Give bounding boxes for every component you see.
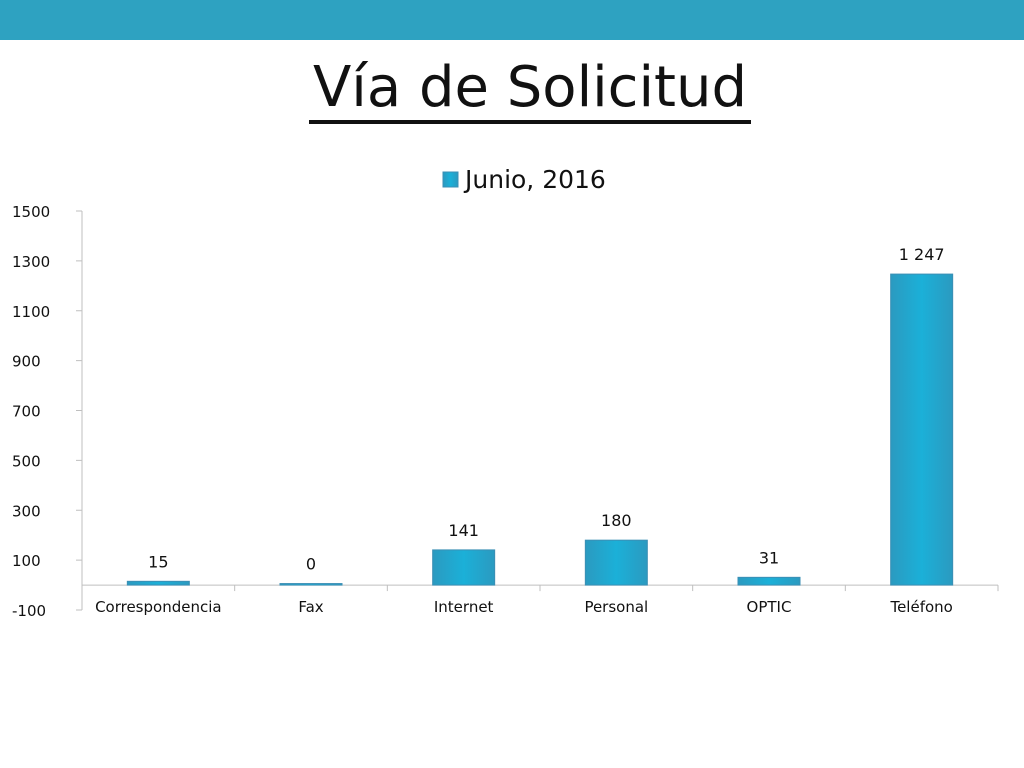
y-tick-label: 500 — [12, 452, 41, 470]
bar-chart: Junio, 2016 -100 100 300 500 700 900 1100 1300 1… — [12, 165, 999, 620]
data-label: 180 — [601, 511, 632, 530]
bar — [890, 273, 954, 586]
bars-group: 15 0 141 180 31 1 247 — [126, 245, 954, 586]
x-axis: Correspondencia Fax Internet Personal OPTIC T… — [81, 584, 999, 616]
y-tick-label: 100 — [12, 552, 41, 570]
chart-legend: Junio, 2016 — [442, 165, 606, 194]
y-tick-label: 1500 — [12, 203, 50, 221]
data-label: 141 — [448, 521, 479, 540]
x-tick-label: Fax — [298, 598, 323, 616]
bar — [432, 549, 496, 586]
legend-label: Junio, 2016 — [463, 165, 606, 194]
x-tick-label: Internet — [434, 598, 494, 616]
slide-title-text: Vía de Solicitud — [308, 55, 752, 124]
y-tick-label: 700 — [12, 403, 41, 421]
x-tick-label: OPTIC — [747, 598, 792, 616]
bar — [737, 576, 801, 586]
y-tick-label: 300 — [12, 502, 41, 520]
slide-title: Vía de Solicitud — [0, 52, 1024, 124]
data-label: 0 — [306, 555, 316, 574]
y-tick-label: 1100 — [12, 303, 50, 321]
data-label: 31 — [759, 548, 779, 567]
bar — [279, 583, 343, 586]
bar — [126, 580, 190, 586]
y-axis: -100 100 300 500 700 900 1100 1300 1500 — [12, 203, 83, 620]
x-tick-label: Personal — [584, 598, 648, 616]
data-label: 1 247 — [899, 245, 945, 264]
x-tick-label: Teléfono — [889, 598, 952, 616]
header-bar — [0, 0, 1024, 40]
bar — [584, 539, 648, 586]
y-tick-label: 900 — [12, 353, 41, 371]
data-label: 15 — [148, 552, 168, 571]
y-tick-label: -100 — [12, 602, 46, 620]
legend-swatch — [442, 171, 459, 188]
x-tick-label: Correspondencia — [95, 598, 222, 616]
y-tick-label: 1300 — [12, 253, 50, 271]
